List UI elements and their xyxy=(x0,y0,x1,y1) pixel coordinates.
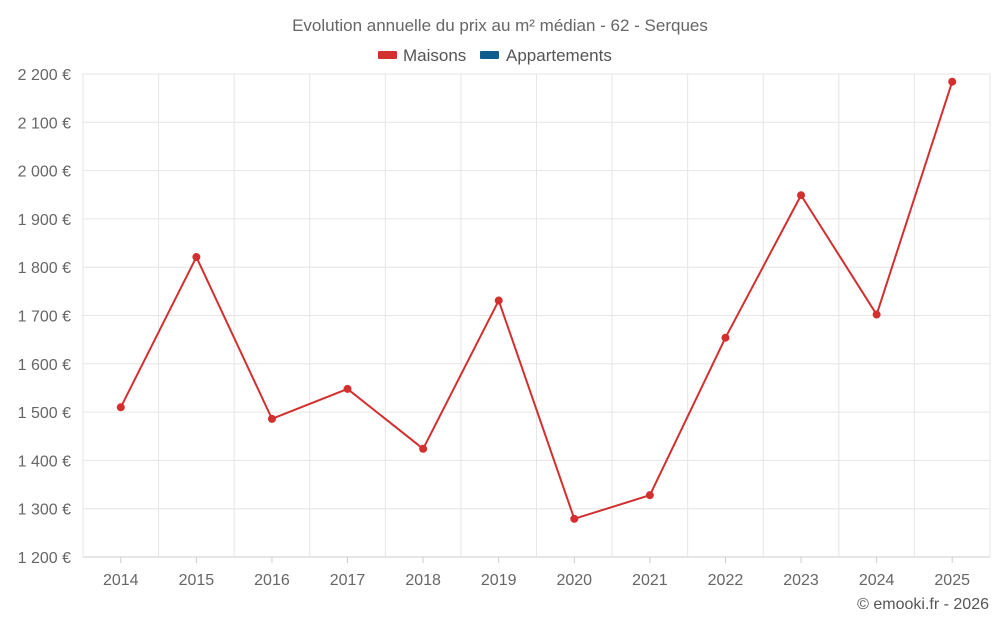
data-point-maisons[interactable] xyxy=(797,191,806,200)
x-tick-label: 2024 xyxy=(859,572,895,589)
legend-label-appartements: Appartements xyxy=(506,46,612,65)
y-tick-label: 1 700 € xyxy=(18,309,71,326)
legend-item-appartements[interactable]: Appartements xyxy=(480,46,612,65)
x-tick-label: 2021 xyxy=(632,572,668,589)
x-tick-label: 2025 xyxy=(934,572,970,589)
data-point-maisons[interactable] xyxy=(494,296,503,305)
y-tick-label: 1 900 € xyxy=(18,212,71,229)
y-tick-label: 2 000 € xyxy=(18,164,71,181)
legend: Maisons Appartements xyxy=(378,46,612,65)
data-point-maisons[interactable] xyxy=(116,403,125,412)
legend-label-maisons: Maisons xyxy=(403,46,466,65)
y-tick-label: 2 100 € xyxy=(18,115,71,132)
data-point-maisons[interactable] xyxy=(192,253,201,262)
data-point-maisons[interactable] xyxy=(267,414,276,423)
x-tick-label: 2016 xyxy=(254,572,290,589)
y-tick-label: 1 300 € xyxy=(18,502,71,519)
series-maisons xyxy=(116,77,957,523)
chart-title: Evolution annuelle du prix au m² médian … xyxy=(292,16,708,35)
x-tick-label: 2018 xyxy=(405,572,441,589)
x-tick-label: 2015 xyxy=(179,572,215,589)
y-tick-label: 1 400 € xyxy=(18,453,71,470)
legend-swatch-maisons xyxy=(378,51,397,59)
x-tick-label: 2017 xyxy=(330,572,366,589)
credit-text[interactable]: © emooki.fr - 2026 xyxy=(857,596,989,613)
data-point-maisons[interactable] xyxy=(343,384,352,393)
data-point-maisons[interactable] xyxy=(872,310,881,319)
y-axis: 1 200 € 1 300 € 1 400 € 1 500 € 1 600 € 1 700… xyxy=(18,67,71,567)
x-tick-label: 2019 xyxy=(481,572,517,589)
data-point-maisons[interactable] xyxy=(948,77,957,86)
x-tick-label: 2023 xyxy=(783,572,819,589)
x-tick-label: 2014 xyxy=(103,572,139,589)
y-tick-label: 1 800 € xyxy=(18,260,71,277)
x-axis: 2014 2015 2016 2017 2018 2019 2020 2021 2022 2023… xyxy=(103,557,970,589)
y-tick-label: 1 600 € xyxy=(18,357,71,374)
series-line-maisons xyxy=(119,81,954,520)
data-point-maisons[interactable] xyxy=(419,444,428,453)
y-tick-label: 1 200 € xyxy=(18,550,71,567)
x-tick-label: 2020 xyxy=(556,572,592,589)
legend-swatch-appartements xyxy=(480,51,499,59)
grid xyxy=(82,73,991,558)
data-point-maisons[interactable] xyxy=(721,333,730,342)
x-tick-label: 2022 xyxy=(708,572,744,589)
y-tick-label: 2 200 € xyxy=(18,67,71,84)
data-point-maisons[interactable] xyxy=(570,514,579,523)
data-point-maisons[interactable] xyxy=(645,491,654,500)
y-tick-label: 1 500 € xyxy=(18,405,71,422)
legend-item-maisons[interactable]: Maisons xyxy=(378,46,466,65)
